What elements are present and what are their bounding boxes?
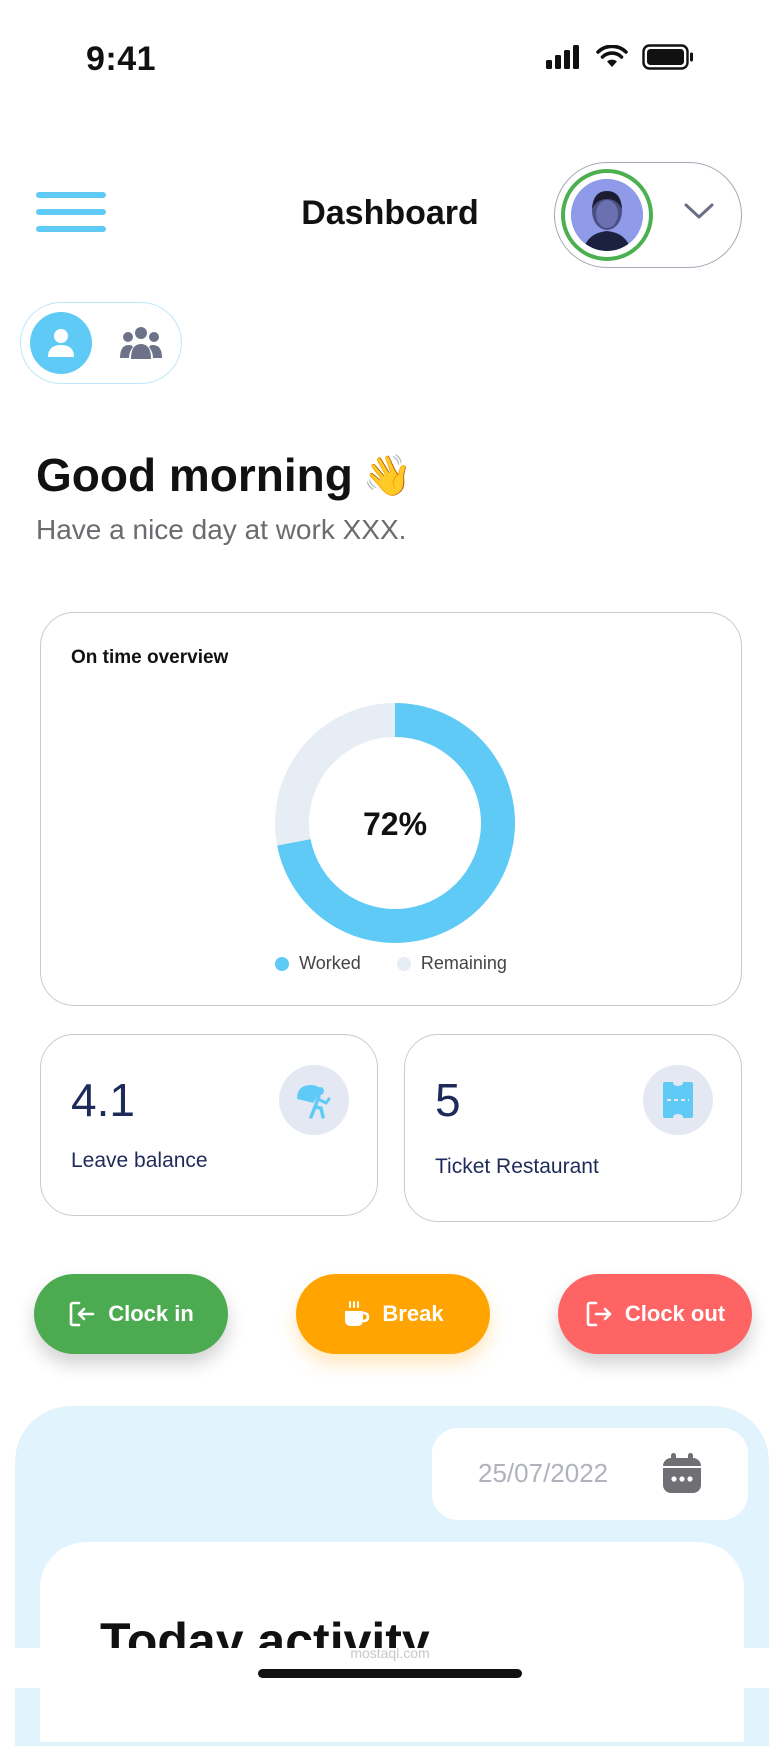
leave-balance-value: 4.1 [71,1074,135,1126]
home-indicator[interactable] [258,1669,522,1678]
login-icon [69,1301,95,1327]
page-title: Dashboard [301,194,479,232]
clock-out-button[interactable]: Clock out [558,1274,752,1354]
overview-title: On time overview [71,647,229,668]
leave-balance-card[interactable]: 4.1 Leave balance [40,1034,378,1216]
team-icon [120,327,162,359]
clock-in-label: Clock in [108,1301,194,1326]
team-view-button[interactable] [113,315,169,371]
waving-hand-icon: 👋 [362,453,413,498]
greeting-text: Good morning [36,449,353,501]
date-value: 25/07/2022 [478,1458,609,1488]
date-picker[interactable]: 25/07/2022 [432,1428,748,1520]
ticket-icon [643,1065,713,1135]
overview-donut-chart: 72% [275,703,515,943]
legend-dot-remaining [396,956,411,971]
chevron-down-icon [684,203,714,219]
menu-bar-icon [36,226,106,232]
ticket-restaurant-card[interactable]: 5 Ticket Restaurant [404,1034,742,1222]
legend-dot-worked [275,956,290,971]
coffee-icon [345,1301,370,1326]
logout-icon [586,1301,612,1327]
clock-in-button[interactable]: Clock in [34,1274,228,1354]
user-icon [48,329,74,357]
profile-switcher[interactable] [554,162,742,268]
avatar-ring [561,169,653,261]
status-time: 9:41 [86,40,157,78]
menu-bar-icon [36,209,106,215]
legend-label-worked: Worked [299,953,361,973]
donut-center-label: 72% [363,806,427,842]
view-toggle [20,302,182,384]
legend-item-remaining: Remaining [396,953,507,974]
wifi-icon [596,45,628,67]
clock-out-label: Clock out [624,1301,726,1326]
battery-icon [642,44,693,70]
break-label: Break [382,1301,444,1326]
menu-button[interactable] [36,192,106,240]
greeting-subtitle: Have a nice day at work XXX. [36,514,407,545]
overview-card: On time overview 72% Worked Remaining [40,612,742,1006]
legend-item-worked: Worked [275,953,361,974]
greeting-title: Good morning 👋 [36,448,413,502]
signal-icon [546,45,579,69]
chart-legend: Worked Remaining [41,953,741,974]
menu-bar-icon [36,192,106,198]
ticket-restaurant-label: Ticket Restaurant [435,1155,599,1178]
donut-slice-remaining [275,703,395,846]
watermark: mostaql.com [350,1645,430,1661]
ticket-restaurant-value: 5 [435,1074,461,1126]
calendar-icon [663,1453,701,1493]
status-icons [546,44,694,70]
legend-label-remaining: Remaining [420,953,507,973]
personal-view-button[interactable] [30,312,92,374]
leave-balance-label: Leave balance [71,1149,208,1172]
today-activity-card: Today activity [40,1542,744,1742]
vacation-icon [279,1065,349,1135]
bottom-fade [0,1648,780,1688]
avatar [571,179,643,251]
break-button[interactable]: Break [296,1274,490,1354]
